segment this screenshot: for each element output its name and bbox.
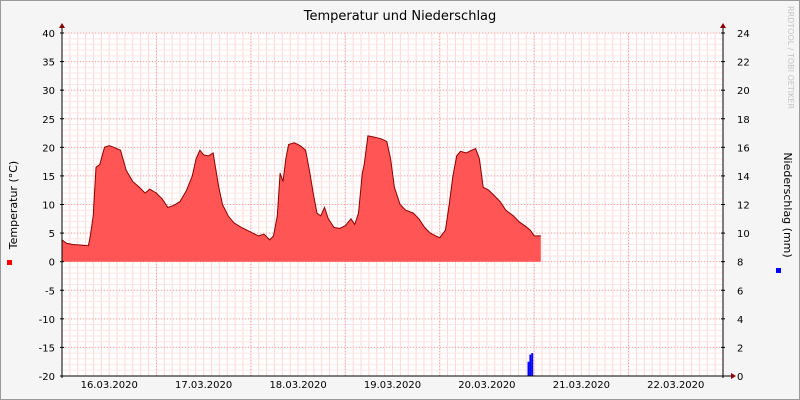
y-tick-label-right: 0 <box>737 372 743 383</box>
precipitation-bar <box>531 353 534 376</box>
y-tick-label-right: 10 <box>737 229 750 240</box>
y-tick-label-left: 10 <box>42 201 55 212</box>
y-tick-label-left: 0 <box>49 258 55 269</box>
y-tick-label-left: 25 <box>42 115 55 126</box>
y-tick-label-left: 30 <box>42 86 55 97</box>
y-tick-label-right: 24 <box>737 29 750 40</box>
x-tick-label: 17.03.2020 <box>175 380 232 391</box>
y-tick-label-right: 14 <box>737 172 750 183</box>
x-tick-label: 16.03.2020 <box>81 380 138 391</box>
x-tick-label: 22.03.2020 <box>647 380 704 391</box>
y-axis-right-arrow <box>720 23 726 28</box>
legend-precipitation-swatch <box>776 268 781 273</box>
y-tick-label-right: 16 <box>737 143 750 154</box>
y-tick-label-right: 20 <box>737 86 750 97</box>
y-tick-label-left: -10 <box>39 315 55 326</box>
y-axis-left-ticks: 40 35 30 25 20 15 10 5 0 -5 -10 -15 -20 <box>39 29 64 383</box>
y-tick-label-left: -15 <box>39 343 55 354</box>
precipitation-bar <box>527 361 530 376</box>
x-tick-label: 19.03.2020 <box>364 380 421 391</box>
y-tick-label-left: 35 <box>42 58 55 69</box>
y-tick-label-right: 2 <box>737 343 743 354</box>
y-tick-label-left: 40 <box>42 29 55 40</box>
legend-temperature-swatch <box>7 260 12 265</box>
y-tick-label-left: -5 <box>45 286 55 297</box>
temperature-area <box>62 135 541 262</box>
temperature-series <box>61 135 541 262</box>
y-axis-right-label: Niederschlag (mm) <box>781 152 794 257</box>
temperature-line <box>61 135 541 247</box>
y-axis-left-arrow <box>59 23 65 28</box>
y-tick-label-right: 4 <box>737 315 743 326</box>
y-tick-label-left: -20 <box>39 372 55 383</box>
y-tick-label-right: 8 <box>737 258 743 269</box>
y-tick-label-left: 5 <box>49 229 55 240</box>
x-tick-label: 20.03.2020 <box>458 380 515 391</box>
y-tick-label-right: 6 <box>737 286 743 297</box>
x-tick-label: 18.03.2020 <box>269 380 326 391</box>
y-tick-label-left: 20 <box>42 143 55 154</box>
y-tick-label-right: 22 <box>737 58 750 69</box>
watermark: RRDTOOL / TOBI OETIKER <box>786 6 795 109</box>
x-axis-ticks: 16.03.2020 17.03.2020 18.03.2020 19.03.2020… <box>81 380 705 391</box>
precipitation-bar <box>529 354 532 376</box>
y-tick-label-right: 12 <box>737 201 750 212</box>
precipitation-series <box>527 353 534 376</box>
x-tick-label: 21.03.2020 <box>553 380 610 391</box>
axes <box>59 23 736 379</box>
x-axis-arrow <box>731 373 736 379</box>
grid <box>61 32 724 377</box>
y-axis-left-label: Temperatur (°C) <box>7 161 20 250</box>
y-tick-label-left: 15 <box>42 172 55 183</box>
chart-title: Temperatur und Niederschlag <box>303 9 497 24</box>
y-tick-label-right: 18 <box>737 115 750 126</box>
